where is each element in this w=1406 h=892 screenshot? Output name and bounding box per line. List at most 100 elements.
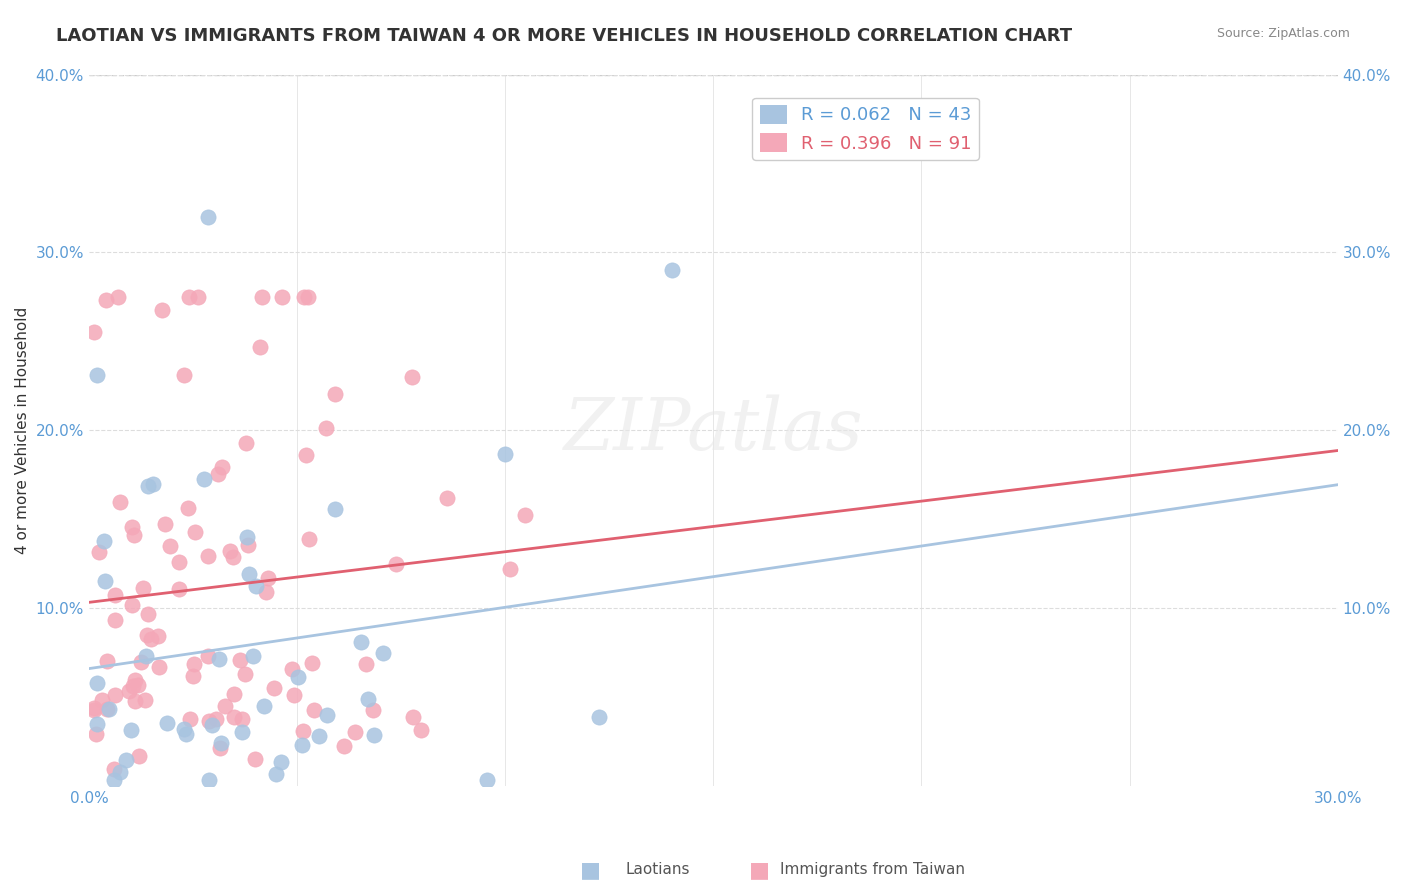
Laotians [291, 738, 314, 752]
Immigrants from Taiwan [302, 703, 325, 717]
Immigrants from Taiwan [176, 500, 198, 515]
Laotians [201, 718, 224, 732]
Laotians [371, 647, 394, 661]
Laotians [209, 735, 232, 749]
Immigrants from Taiwan [292, 723, 315, 738]
Immigrants from Taiwan [280, 662, 302, 676]
Immigrants from Taiwan [224, 710, 246, 724]
Laotians [86, 717, 108, 731]
Laotians [208, 652, 231, 666]
Laotians [86, 676, 108, 690]
Immigrants from Taiwan [179, 290, 201, 304]
Immigrants from Taiwan [205, 712, 228, 726]
Immigrants from Taiwan [104, 613, 127, 627]
Laotians [477, 772, 499, 787]
Laotians [173, 722, 195, 736]
Text: Immigrants from Taiwan: Immigrants from Taiwan [780, 863, 966, 877]
Immigrants from Taiwan [233, 667, 256, 681]
Immigrants from Taiwan [83, 326, 105, 340]
Immigrants from Taiwan [263, 681, 285, 695]
Laotians [357, 692, 380, 706]
Immigrants from Taiwan [271, 290, 294, 304]
Immigrants from Taiwan [159, 539, 181, 553]
Text: Laotians: Laotians [626, 863, 690, 877]
Immigrants from Taiwan [301, 656, 323, 670]
Immigrants from Taiwan [136, 607, 159, 621]
Laotians [103, 773, 125, 788]
Immigrants from Taiwan [187, 290, 209, 304]
Immigrants from Taiwan [104, 689, 127, 703]
Immigrants from Taiwan [208, 741, 231, 756]
Immigrants from Taiwan [167, 582, 190, 597]
Immigrants from Taiwan [197, 648, 219, 663]
Legend: R = 0.062   N = 43, R = 0.396   N = 91: R = 0.062 N = 43, R = 0.396 N = 91 [752, 98, 979, 160]
Laotians [242, 649, 264, 664]
Immigrants from Taiwan [315, 421, 337, 435]
Immigrants from Taiwan [181, 669, 204, 683]
Immigrants from Taiwan [409, 723, 432, 738]
Immigrants from Taiwan [198, 714, 221, 728]
Laotians [494, 447, 516, 461]
Immigrants from Taiwan [221, 549, 243, 564]
Laotians [236, 530, 259, 544]
Immigrants from Taiwan [292, 290, 315, 304]
Immigrants from Taiwan [167, 555, 190, 569]
Immigrants from Taiwan [354, 657, 377, 671]
Immigrants from Taiwan [104, 588, 127, 602]
Laotians [98, 702, 121, 716]
Laotians [270, 756, 292, 770]
Laotians [238, 567, 260, 582]
Laotians [197, 772, 219, 787]
Text: ■: ■ [749, 860, 769, 880]
Immigrants from Taiwan [96, 654, 118, 668]
Immigrants from Taiwan [103, 762, 125, 776]
Immigrants from Taiwan [148, 660, 170, 674]
Immigrants from Taiwan [344, 724, 367, 739]
Laotians [93, 533, 115, 548]
Laotians [174, 727, 197, 741]
Immigrants from Taiwan [207, 467, 229, 482]
Immigrants from Taiwan [136, 628, 159, 642]
Immigrants from Taiwan [183, 657, 205, 671]
Laotians [308, 729, 330, 743]
Immigrants from Taiwan [83, 701, 105, 715]
Immigrants from Taiwan [90, 692, 112, 706]
Laotians [363, 728, 385, 742]
Immigrants from Taiwan [84, 727, 107, 741]
Immigrants from Taiwan [295, 448, 318, 462]
Immigrants from Taiwan [132, 581, 155, 595]
Laotians [350, 635, 373, 649]
Laotians [142, 477, 165, 491]
Immigrants from Taiwan [211, 460, 233, 475]
Immigrants from Taiwan [257, 572, 280, 586]
Laotians [197, 210, 219, 224]
Laotians [120, 723, 142, 737]
Immigrants from Taiwan [83, 703, 105, 717]
Immigrants from Taiwan [235, 435, 257, 450]
Immigrants from Taiwan [231, 713, 253, 727]
Immigrants from Taiwan [94, 293, 117, 307]
Laotians [86, 368, 108, 383]
Laotians [323, 502, 346, 516]
Laotians [135, 649, 157, 664]
Immigrants from Taiwan [249, 340, 271, 354]
Immigrants from Taiwan [224, 687, 246, 701]
Laotians [156, 715, 179, 730]
Immigrants from Taiwan [121, 599, 143, 613]
Immigrants from Taiwan [243, 752, 266, 766]
Immigrants from Taiwan [499, 562, 522, 576]
Text: ZIPatlas: ZIPatlas [564, 395, 863, 466]
Immigrants from Taiwan [513, 508, 536, 523]
Immigrants from Taiwan [110, 494, 132, 508]
Immigrants from Taiwan [179, 712, 201, 726]
Text: LAOTIAN VS IMMIGRANTS FROM TAIWAN 4 OR MORE VEHICLES IN HOUSEHOLD CORRELATION CH: LAOTIAN VS IMMIGRANTS FROM TAIWAN 4 OR M… [56, 27, 1073, 45]
Laotians [114, 753, 136, 767]
Immigrants from Taiwan [298, 533, 321, 547]
Laotians [245, 579, 267, 593]
Immigrants from Taiwan [124, 694, 146, 708]
Immigrants from Taiwan [361, 703, 384, 717]
Immigrants from Taiwan [96, 702, 118, 716]
Immigrants from Taiwan [124, 673, 146, 687]
Immigrants from Taiwan [124, 527, 146, 541]
Immigrants from Taiwan [297, 290, 319, 304]
